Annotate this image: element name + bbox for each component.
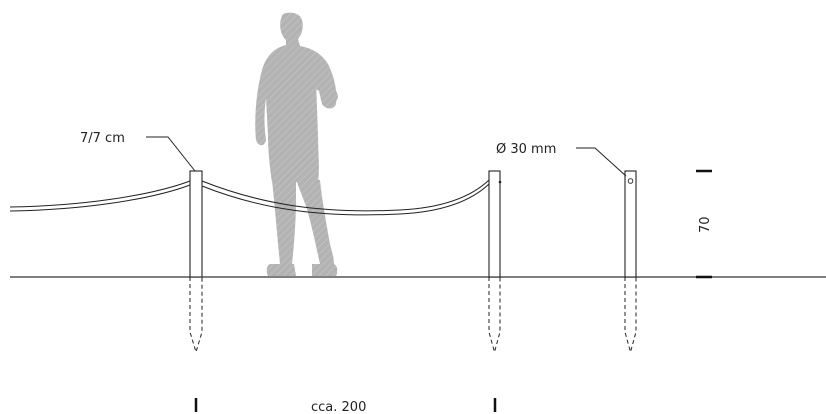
person-silhouette <box>255 12 338 276</box>
rope <box>9 179 490 216</box>
post-middle <box>488 170 502 354</box>
post-left <box>189 170 203 354</box>
leader-post-section <box>146 136 196 172</box>
post-section-label: 7/7 cm <box>80 131 125 146</box>
post-round <box>624 170 637 354</box>
spacing-dimension-label: cca. 200 <box>311 400 366 414</box>
height-dimension-label: 70 <box>698 216 713 233</box>
leader-rope-diameter <box>576 147 627 177</box>
rope-diameter-label: Ø 30 mm <box>496 142 556 157</box>
